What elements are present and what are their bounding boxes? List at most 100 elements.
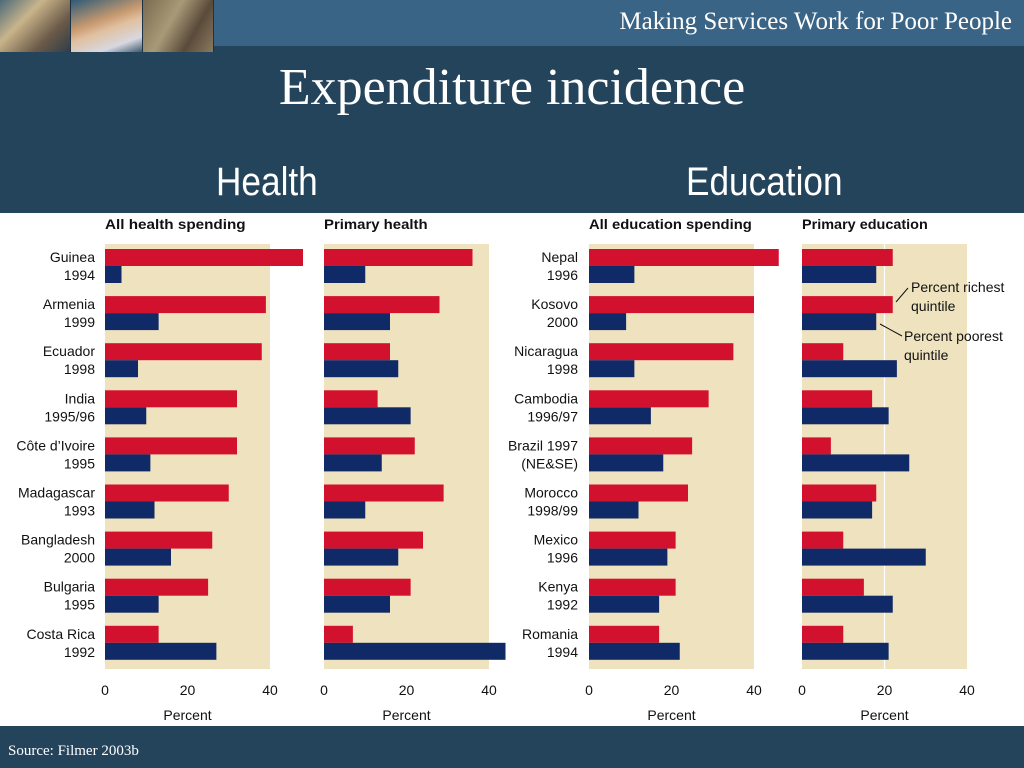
panel-3-bar-poorest-7 bbox=[589, 548, 668, 566]
panel-3-bar-poorest-9 bbox=[589, 642, 680, 660]
deck-subtitle: Making Services Work for Poor People bbox=[619, 8, 1012, 35]
panel-1-bar-poorest-8 bbox=[105, 595, 159, 613]
panel-2-bar-poorest-6 bbox=[324, 501, 366, 519]
panel-3-category-label-7-line1: Mexico bbox=[534, 532, 579, 548]
legend-poorest-leader bbox=[879, 323, 903, 337]
panel-4-tick-label-3: 40 bbox=[959, 682, 975, 698]
panel-4-title: Primary education bbox=[802, 216, 928, 232]
panel-1-category-label-7-line1: Bangladesh bbox=[21, 532, 95, 548]
panel-2-bar-richest-3 bbox=[324, 343, 390, 361]
panel-2-bar-richest-7 bbox=[324, 531, 423, 549]
legend-poorest-line2: quintile bbox=[904, 347, 949, 363]
panel-3-category-label-9-line2: 1994 bbox=[547, 644, 578, 660]
panel-1-category-label-9-line1: Costa Rica bbox=[27, 626, 96, 642]
panel-4-axis-label: Percent bbox=[860, 707, 908, 723]
panel-1-bar-richest-1 bbox=[105, 249, 303, 266]
panel-2-bar-poorest-5 bbox=[324, 454, 382, 472]
panel-3-category-label-1-line2: 1996 bbox=[547, 267, 578, 283]
panel-2-bar-richest-6 bbox=[324, 484, 444, 502]
panel-1-bar-poorest-1 bbox=[105, 266, 122, 283]
source-note: Source: Filmer 2003b bbox=[8, 743, 139, 759]
panel-3-bar-poorest-2 bbox=[589, 313, 627, 331]
expenditure-incidence-chart: All health spending Guinea 1994 Armenia 1999… bbox=[16, 216, 1004, 723]
legend-poorest-line1: Percent poorest bbox=[904, 328, 1003, 344]
panel-1-bar-richest-8 bbox=[105, 578, 209, 596]
panel-1-category-label-8-line1: Bulgaria bbox=[44, 579, 96, 595]
panel-1-bar-richest-6 bbox=[105, 484, 229, 502]
panel-4-bar-poorest-6 bbox=[802, 501, 873, 519]
panel-3-bar-poorest-5 bbox=[589, 454, 664, 472]
legend-richest-line2: quintile bbox=[911, 298, 956, 314]
panel-3-category-label-2-line1: Kosovo bbox=[531, 296, 578, 312]
header-photo-1 bbox=[0, 0, 72, 52]
panel-1-bar-richest-3 bbox=[105, 343, 262, 361]
panel-3-category-label-3-line2: 1998 bbox=[547, 361, 578, 377]
panel-4-bar-poorest-5 bbox=[802, 454, 910, 472]
panel-1-title: All health spending bbox=[105, 216, 246, 232]
panel-4-bar-richest-5 bbox=[802, 437, 831, 455]
header-photo-3 bbox=[142, 0, 214, 52]
panel-3-axis-label: Percent bbox=[647, 707, 695, 723]
legend-richest-line1: Percent richest bbox=[911, 279, 1004, 295]
panel-2-tick-label-3: 40 bbox=[481, 682, 497, 698]
panel-3-bar-poorest-3 bbox=[589, 360, 635, 378]
panel-4-bar-poorest-8 bbox=[802, 595, 893, 613]
panel-3-bar-richest-8 bbox=[589, 578, 676, 596]
panel-3-category-label-8-line2: 1992 bbox=[547, 597, 578, 613]
panel-4-bar-richest-8 bbox=[802, 578, 864, 596]
panel-1-bar-richest-4 bbox=[105, 390, 237, 408]
panel-1-category-label-4-line2: 1995/96 bbox=[44, 408, 95, 424]
panel-3-category-label-9-line1: Romania bbox=[522, 626, 578, 642]
panel-4-bar-poorest-2 bbox=[802, 313, 877, 331]
panel-1-tick-label-1: 0 bbox=[101, 682, 109, 698]
panel-1-category-label-1-line1: Guinea bbox=[50, 249, 95, 265]
panel-3-category-label-4-line2: 1996/97 bbox=[527, 408, 578, 424]
panel-2-bar-poorest-9 bbox=[324, 642, 506, 660]
panel-3-bar-richest-3 bbox=[589, 343, 734, 361]
panel-4-tick-label-1: 0 bbox=[798, 682, 806, 698]
panel-1-category-label-7-line2: 2000 bbox=[64, 550, 95, 566]
panel-3-bar-poorest-6 bbox=[589, 501, 639, 519]
panel-1-bar-poorest-6 bbox=[105, 501, 155, 519]
panel-1-bar-poorest-9 bbox=[105, 642, 217, 660]
panel-3-category-label-1-line1: Nepal bbox=[541, 249, 578, 265]
panel-2-axis-label: Percent bbox=[382, 707, 430, 723]
panel-3-bar-richest-6 bbox=[589, 484, 688, 502]
panel-2-bar-richest-5 bbox=[324, 437, 415, 455]
panel-1-axis-label: Percent bbox=[163, 707, 211, 723]
panel-1-bar-poorest-5 bbox=[105, 454, 151, 472]
panel-1-category-label-3-line2: 1998 bbox=[64, 361, 95, 377]
slide-title: Expenditure incidence bbox=[278, 59, 746, 116]
panel-3-category-label-2-line2: 2000 bbox=[547, 314, 578, 330]
section-heading-health: Health bbox=[216, 160, 318, 204]
panel-2-bar-richest-8 bbox=[324, 578, 411, 596]
panel-2-bar-richest-2 bbox=[324, 296, 440, 314]
panel-1-bar-poorest-3 bbox=[105, 360, 138, 378]
panel-4-bar-richest-1 bbox=[802, 249, 893, 266]
panel-1-category-label-9-line2: 1992 bbox=[64, 644, 95, 660]
panel-3-category-label-8-line1: Kenya bbox=[538, 579, 578, 595]
panel-4-bar-poorest-3 bbox=[802, 360, 897, 378]
panel-3-title: All education spending bbox=[589, 216, 752, 232]
panel-3-tick-label-1: 0 bbox=[585, 682, 593, 698]
panel-1-bar-poorest-2 bbox=[105, 313, 159, 331]
panel-1-category-label-2-line1: Armenia bbox=[43, 296, 95, 312]
panel-2-bar-richest-1 bbox=[324, 249, 473, 266]
panel-3-bar-poorest-1 bbox=[589, 266, 635, 283]
section-heading-education: Education bbox=[686, 160, 843, 204]
panel-3-category-label-5-line2: (NE&SE) bbox=[521, 455, 578, 471]
panel-1-bar-richest-5 bbox=[105, 437, 237, 455]
panel-1-category-label-3-line1: Ecuador bbox=[43, 343, 95, 359]
panel-3-category-label-3-line1: Nicaragua bbox=[514, 343, 578, 359]
panel-4-bar-richest-2 bbox=[802, 296, 893, 314]
panel-2-bar-poorest-7 bbox=[324, 548, 399, 566]
panel-2-bar-richest-9 bbox=[324, 625, 353, 643]
panel-4-bar-richest-6 bbox=[802, 484, 877, 502]
panel-2-bar-poorest-2 bbox=[324, 313, 390, 331]
panel-3-tick-label-2: 20 bbox=[664, 682, 680, 698]
panel-3-bar-poorest-8 bbox=[589, 595, 660, 613]
panel-2-bar-richest-4 bbox=[324, 390, 378, 408]
panel-1-bar-richest-9 bbox=[105, 625, 159, 643]
panel-2-bar-poorest-8 bbox=[324, 595, 390, 613]
panel-1-category-label-2-line2: 1999 bbox=[64, 314, 95, 330]
